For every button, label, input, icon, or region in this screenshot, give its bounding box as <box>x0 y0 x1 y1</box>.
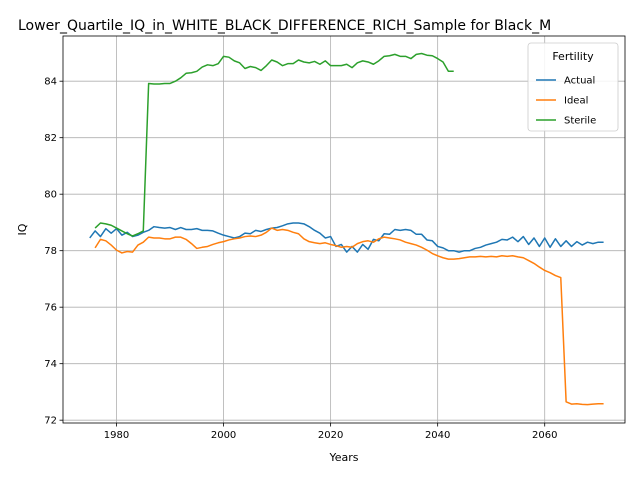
x-tick-label: 2060 <box>532 430 557 441</box>
series-line-actual <box>89 222 604 253</box>
grid-lines <box>63 36 625 423</box>
series-lines <box>89 52 604 406</box>
y-tick-label: 74 <box>44 359 57 370</box>
x-tick-label: 2040 <box>425 430 450 441</box>
plot-area-frame <box>62 35 626 424</box>
legend-box <box>527 42 619 132</box>
y-axis-ticks: 72 74 76 78 80 82 84 <box>44 77 63 427</box>
series-line-ideal <box>94 227 604 406</box>
legend-label-sterile: Sterile <box>564 116 596 127</box>
legend-label-actual: Actual <box>564 76 595 87</box>
y-tick-label: 72 <box>44 416 57 427</box>
x-tick-label: 1980 <box>104 430 129 441</box>
x-axis-label: Years <box>328 451 358 464</box>
y-axis-label: IQ <box>16 223 29 235</box>
series-line-sterile <box>94 52 454 237</box>
y-tick-label: 82 <box>44 133 57 144</box>
legend-title: Fertility <box>552 50 594 63</box>
y-tick-label: 80 <box>44 190 57 201</box>
chart-title: Lower_Quartile_IQ_in_WHITE_BLACK_DIFFERE… <box>18 18 551 34</box>
x-tick-label: 2020 <box>318 430 343 441</box>
legend-label-ideal: Ideal <box>564 96 588 107</box>
y-tick-label: 84 <box>44 77 57 88</box>
legend: Fertility Actual Ideal Sterile <box>527 42 619 132</box>
y-tick-label: 76 <box>44 303 57 314</box>
y-tick-label: 78 <box>44 246 57 257</box>
x-axis-ticks: 1980 2000 2020 2040 2060 <box>104 423 557 441</box>
x-tick-label: 2000 <box>211 430 236 441</box>
